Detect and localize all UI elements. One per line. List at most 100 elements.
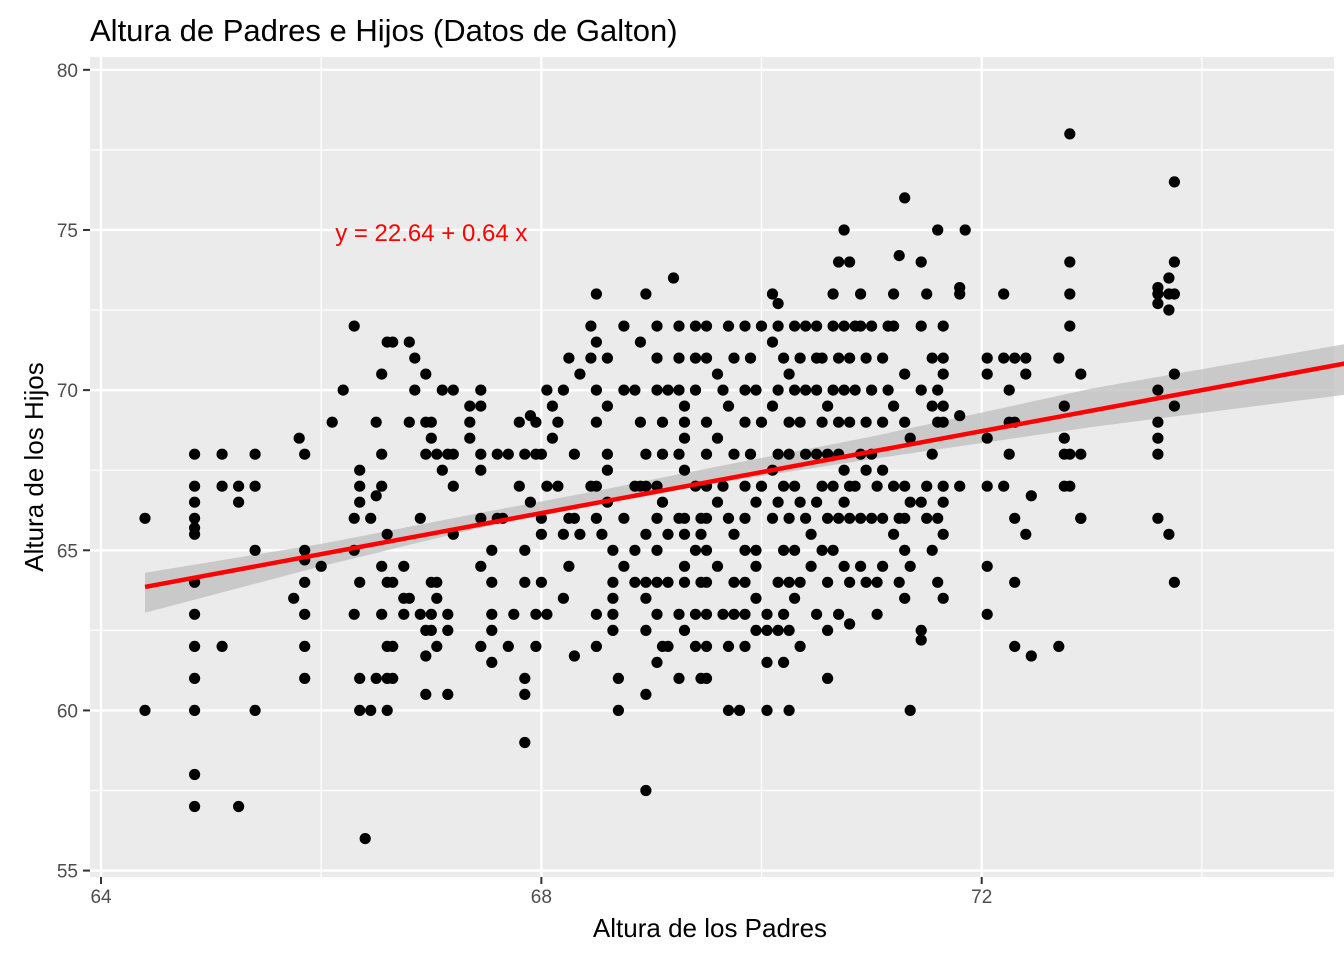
data-point [877,464,889,476]
data-point [1064,256,1076,268]
data-point [783,704,795,717]
data-point [442,608,454,620]
data-point [755,480,768,492]
data-point [249,704,261,717]
data-point [805,528,817,540]
data-point [811,384,823,396]
data-point [838,496,850,508]
data-point [778,352,790,364]
data-point [937,592,949,604]
data-point [744,352,757,364]
data-point [403,416,415,428]
data-point [365,512,377,524]
data-point [728,448,740,460]
data-point [838,384,850,396]
data-point [189,528,201,540]
data-point [778,544,790,556]
data-point [662,528,674,540]
data-point [431,576,443,588]
data-point [899,192,911,204]
data-point [921,480,933,492]
data-point [783,368,795,380]
data-point [816,480,828,492]
y-tick-label: 60 [57,701,78,722]
data-point [1009,352,1021,364]
data-point [607,592,619,604]
data-point [431,448,443,460]
data-point [937,480,949,492]
data-point [954,480,966,492]
data-point [189,704,201,717]
data-point [750,496,762,508]
data-point [651,544,663,556]
data-point [354,704,366,717]
data-point [700,512,713,524]
data-point [866,384,878,396]
data-point [326,416,338,428]
data-point [772,384,784,396]
data-point [678,432,691,444]
data-point [568,512,581,524]
x-axis-label: Altura de los Padres [593,913,827,943]
data-point [574,528,586,540]
data-point [541,480,553,492]
data-point [590,336,603,348]
data-point [794,576,806,588]
data-point [370,490,382,502]
data-point [700,608,713,620]
data-point [1003,384,1015,396]
data-point [904,432,916,444]
data-point [640,288,652,300]
data-point [932,224,944,236]
data-point [700,416,713,428]
data-point [546,400,559,412]
data-point [805,560,817,572]
data-point [189,672,201,685]
data-point [833,352,845,364]
data-point [601,464,614,476]
data-point [772,624,784,637]
data-point [833,416,845,428]
data-point [387,640,399,653]
data-point [882,384,894,396]
data-point [899,544,911,556]
data-point [557,384,570,396]
data-point [299,448,311,460]
data-point [667,272,680,284]
data-point [398,608,410,620]
data-point [651,384,663,396]
data-point [607,576,619,588]
data-point [354,672,366,685]
data-point [893,250,905,262]
data-point [414,608,426,620]
data-point [888,480,900,492]
data-point [403,336,415,348]
data-point [1168,368,1180,380]
data-point [761,624,773,637]
data-point [744,448,757,460]
data-point [915,496,927,508]
data-point [513,416,525,428]
data-point [932,512,944,524]
data-point [877,560,889,572]
data-point [750,560,762,572]
data-point [1064,128,1076,140]
data-point [612,672,625,685]
data-point [937,416,949,428]
data-points [139,128,1180,845]
data-point [1163,272,1175,284]
data-point [844,576,856,588]
data-point [789,480,801,492]
data-point [750,384,762,396]
data-point [739,416,751,428]
data-point [1009,640,1021,653]
data-point [535,528,548,540]
data-point [590,512,603,524]
data-point [739,544,751,556]
data-point [778,608,790,620]
data-point [634,336,647,348]
data-point [1025,490,1037,502]
data-point [717,608,729,620]
data-point [491,448,503,460]
data-point [354,480,366,492]
